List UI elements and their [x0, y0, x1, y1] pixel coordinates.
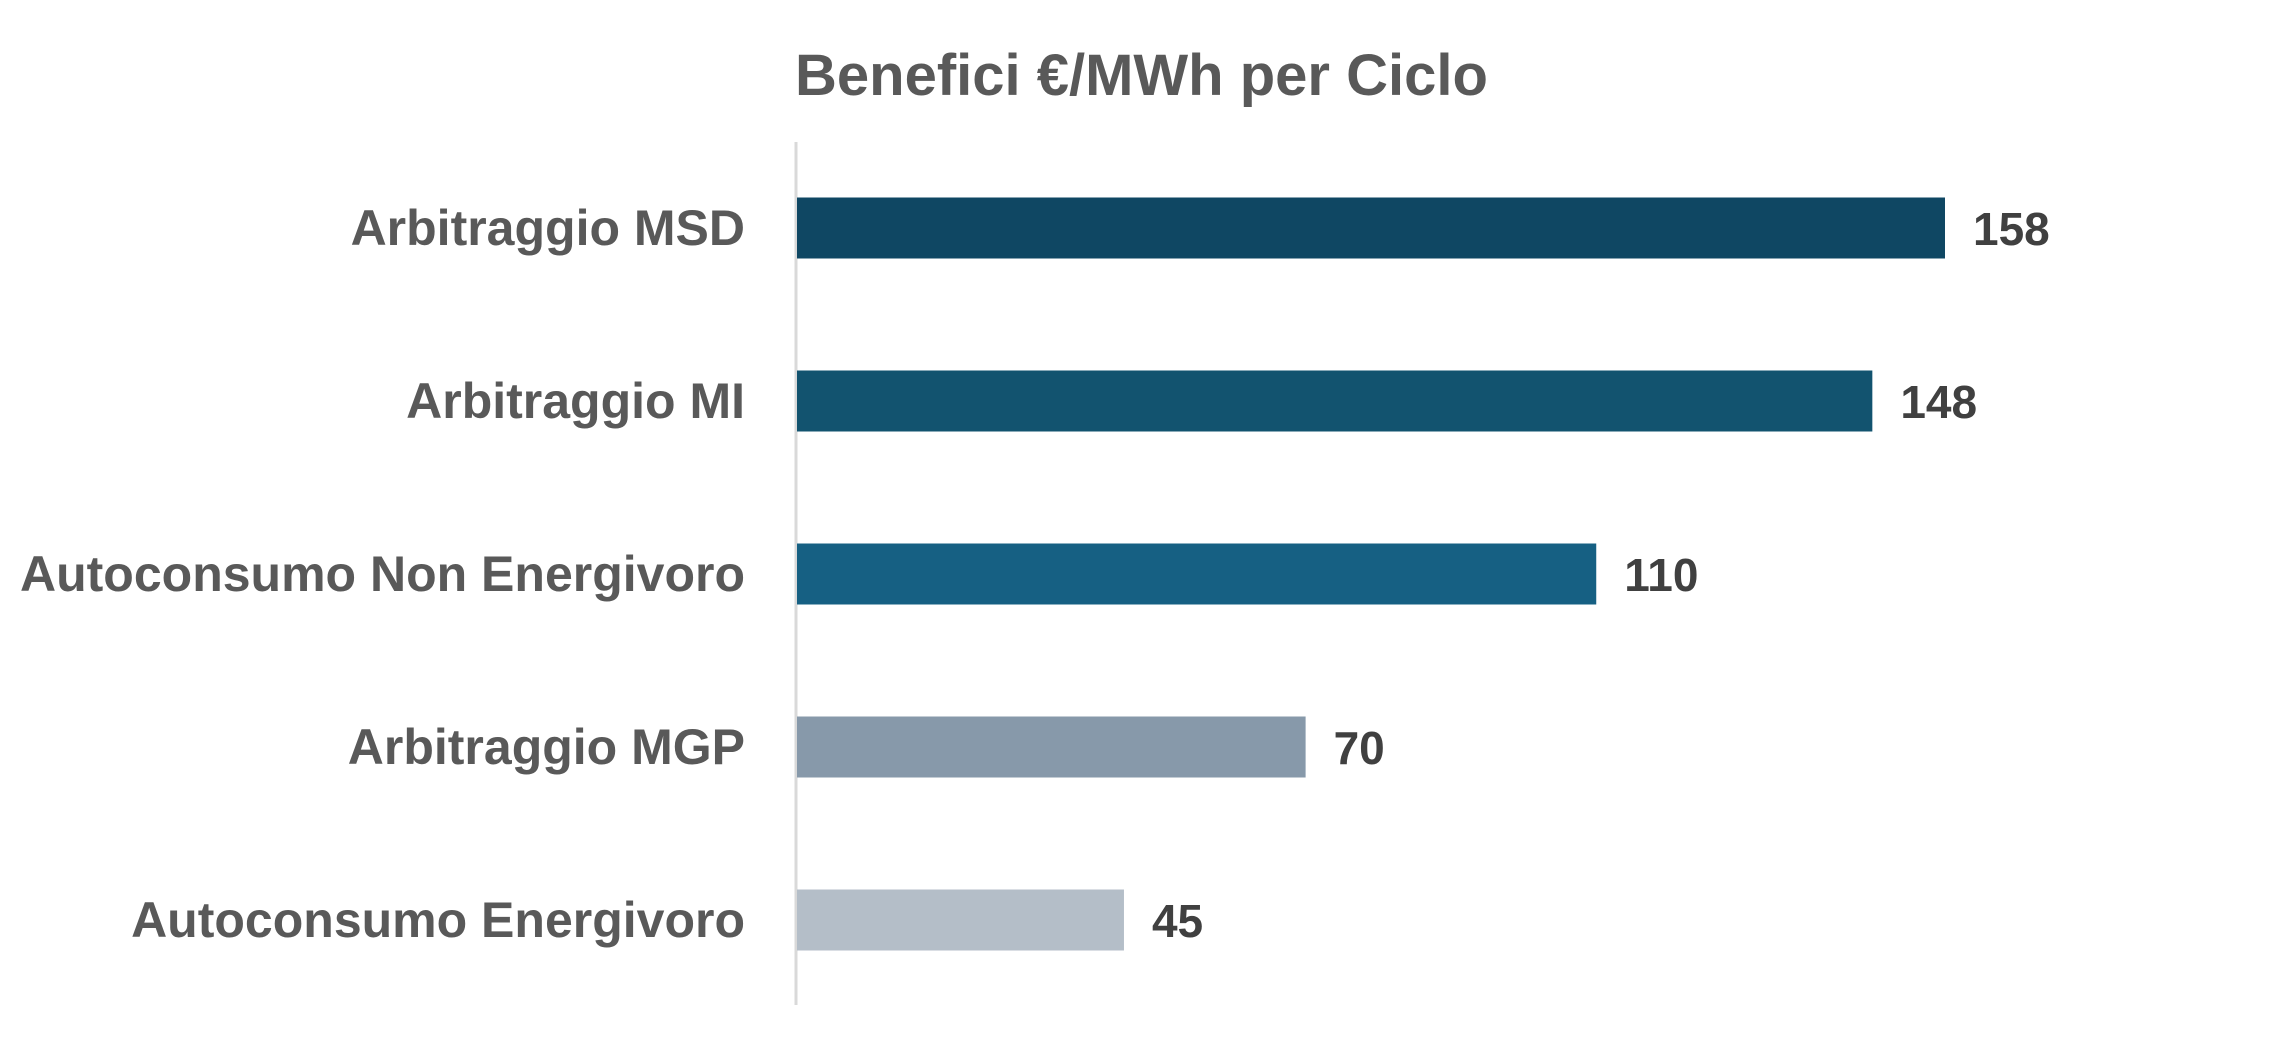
category-label: Autoconsumo Energivoro: [131, 892, 745, 948]
category-label: Autoconsumo Non Energivoro: [20, 546, 745, 602]
bar-0: [797, 197, 1945, 259]
value-label: 70: [1334, 722, 1385, 774]
value-label: 110: [1624, 549, 1698, 601]
value-label: 148: [1900, 376, 1977, 428]
bar-2: [797, 543, 1597, 605]
chart-title: Benefici €/MWh per Ciclo: [795, 43, 1488, 108]
bar-3: [797, 716, 1306, 778]
value-label: 158: [1973, 203, 2050, 255]
value-label: 45: [1152, 895, 1203, 947]
bars-group: Arbitraggio MSD 158 Arbitraggio MI 148 Autoc…: [20, 197, 2050, 951]
category-label: Arbitraggio MSD: [351, 200, 745, 256]
bar-1: [797, 370, 1873, 432]
category-label: Arbitraggio MI: [406, 373, 745, 429]
category-label: Arbitraggio MGP: [348, 719, 745, 775]
bar-4: [797, 889, 1124, 951]
